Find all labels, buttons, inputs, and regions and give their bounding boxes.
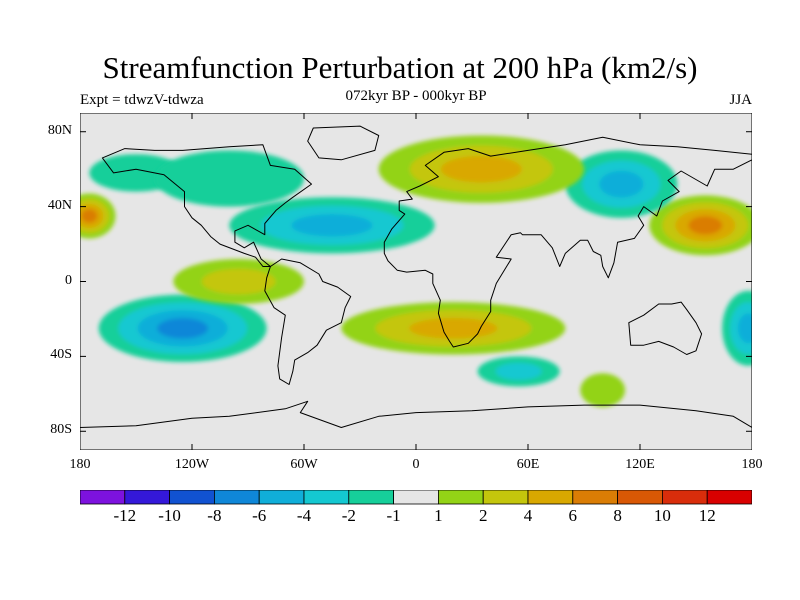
coast-australia	[628, 301, 703, 355]
colorbar-swatch	[572, 490, 618, 505]
colorbar-level-label: -1	[386, 506, 401, 525]
colorbar-swatch	[527, 490, 574, 505]
anomaly-north-pacific-high	[80, 193, 116, 239]
map-plot	[80, 113, 752, 450]
anomaly-south-ocean-high	[580, 373, 626, 407]
anomaly-s-atlantic-high	[341, 302, 566, 355]
lat-tick-label: 80S	[50, 422, 72, 438]
colorbar-swatch	[348, 490, 394, 505]
colorbar-swatch	[303, 490, 350, 505]
season-label: JJA	[729, 92, 752, 108]
period-label: 072kyr BP - 000kyr BP	[345, 88, 487, 104]
contour-neg6	[157, 318, 209, 339]
colorbar-swatch	[393, 490, 439, 505]
anomaly-sw-pacific-low	[722, 290, 752, 366]
contour-neg1	[154, 150, 304, 207]
contour-pos6	[81, 209, 98, 223]
colorbar-swatch	[482, 490, 529, 505]
lat-tick-label: 0	[65, 272, 72, 288]
colorbar-level-label: 2	[478, 506, 488, 525]
anomaly-s-american-high	[173, 259, 304, 304]
coast-greenland	[307, 125, 380, 161]
colorbar-level-label: 1	[434, 506, 443, 525]
contour-pos4	[409, 317, 498, 339]
lon-tick-label: 180	[741, 457, 763, 472]
axis-ticks	[80, 113, 752, 450]
lon-tick-label: 120W	[174, 457, 210, 472]
anomaly-se-pacific-low	[98, 294, 267, 363]
colorbar-level-label: -6	[252, 506, 267, 525]
colorbar-swatch	[213, 490, 260, 505]
contour-neg2	[495, 362, 542, 380]
lat-tick-label: 40N	[47, 197, 72, 213]
lon-tick-label: 180	[69, 457, 91, 472]
anomaly-eurasia-high	[378, 135, 584, 203]
colorbar-swatch	[662, 490, 708, 505]
colorbar-level-label: -12	[113, 506, 137, 525]
coastlines	[80, 125, 752, 428]
contour-neg4	[737, 313, 752, 344]
colorbar-level-label: 6	[568, 506, 578, 525]
lon-tick-label: 0	[412, 457, 420, 472]
colorbar-swatch	[437, 490, 484, 505]
streamfunction-field	[80, 135, 752, 407]
colorbar-swatch	[617, 490, 663, 505]
contour-neg4	[291, 214, 373, 237]
chart-title: Streamfunction Perturbation at 200 hPa (…	[102, 50, 698, 85]
lat-tick-label: 40S	[50, 347, 72, 363]
colorbar-level-label: -8	[207, 506, 222, 525]
contour-pos1	[580, 373, 626, 407]
coast-south-america	[264, 258, 352, 385]
contour-neg4	[599, 170, 644, 198]
colorbar-swatch	[258, 490, 305, 505]
colorbar-level-label: -2	[341, 506, 356, 525]
anomaly-east-asia-high	[649, 195, 752, 256]
anomaly-siberia-low	[565, 150, 678, 218]
colorbar	[80, 490, 752, 505]
experiment-label: Expt = tdwzV-tdwza	[80, 92, 204, 108]
colorbar-swatch	[124, 490, 170, 505]
anomaly-north-atlantic-low	[229, 197, 435, 254]
colorbar-level-label: 12	[698, 506, 716, 525]
lon-tick-label: 60E	[516, 457, 540, 472]
colorbar-level-label: 8	[613, 506, 622, 525]
colorbar-swatch	[706, 490, 752, 505]
anomaly-canada-low	[154, 150, 304, 207]
anomaly-south-indian-low	[477, 356, 560, 387]
colorbar-swatch	[169, 490, 215, 505]
colorbar-swatch	[80, 490, 126, 505]
colorbar-level-label: -4	[296, 506, 312, 525]
lon-tick-label: 120E	[625, 457, 655, 472]
coast-africa-eurasia	[383, 136, 752, 348]
colorbar-level-label: 10	[653, 506, 671, 525]
contour-pos4	[440, 155, 522, 183]
contour-pos6	[688, 216, 723, 235]
coast-antarctica	[80, 400, 752, 428]
colorbar-level-label: 4	[523, 506, 533, 525]
lat-tick-label: 80N	[47, 122, 72, 138]
colorbar-level-label: -10	[158, 506, 181, 525]
contour-pos2	[201, 268, 276, 295]
coast-north-america	[101, 144, 312, 267]
lon-tick-label: 60W	[290, 457, 318, 472]
